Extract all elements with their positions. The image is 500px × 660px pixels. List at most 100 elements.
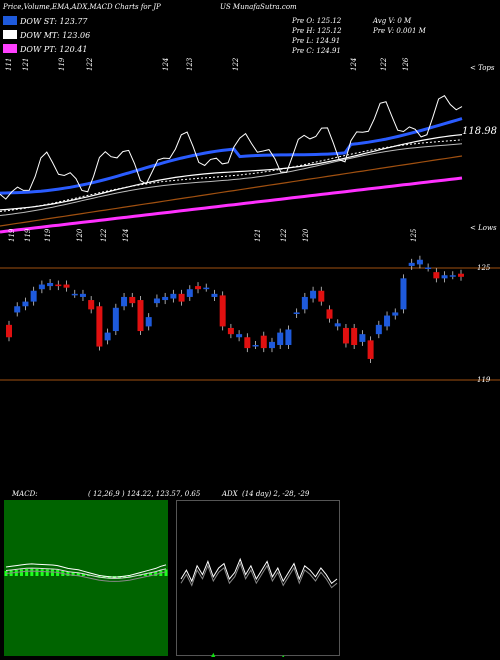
macd-title: MACD: (12, 490, 38, 498)
candle-body (96, 306, 103, 347)
adx-line (180, 557, 338, 585)
candle-body (425, 267, 432, 269)
macd-bar (138, 575, 142, 576)
price-line (0, 95, 463, 200)
candle-body (153, 298, 160, 304)
macd-bar (143, 574, 147, 576)
candle (285, 325, 292, 349)
candle (334, 319, 341, 331)
macd-bar (81, 574, 85, 576)
macd-bar (14, 570, 18, 576)
legend-mt: DOW MT: 123.06 (3, 30, 90, 40)
macd-bar (76, 573, 80, 576)
macd-bar (123, 576, 127, 578)
ema-mt-line-2 (0, 143, 463, 216)
prev-volume: Pre V: 0.001 M (373, 27, 426, 35)
candle-body (400, 278, 407, 310)
tops-label: < Tops (470, 64, 495, 72)
candle (137, 296, 144, 336)
candle (71, 289, 78, 298)
candle-body (203, 287, 210, 290)
candle-body (318, 290, 325, 302)
candle (38, 280, 45, 294)
candle-body (416, 259, 423, 265)
candle-body (227, 327, 234, 335)
ema-pt-line (0, 176, 463, 234)
ema-lt-line (0, 155, 463, 227)
lows-label: < Lows (470, 224, 497, 232)
candle-body (433, 272, 440, 279)
candle (129, 292, 136, 308)
candle (458, 269, 464, 281)
price-118-label: 118.98 (462, 126, 497, 137)
candle (277, 328, 284, 349)
macd-bar (40, 569, 44, 576)
candle (121, 292, 128, 311)
legend-mt-label: DOW MT: 123.06 (20, 31, 91, 40)
macd-line (5, 563, 167, 578)
candle (375, 320, 382, 339)
ema-chart (0, 95, 463, 234)
candle (219, 291, 226, 331)
macd-bar (149, 573, 153, 576)
candle-body (55, 284, 62, 287)
candle (236, 330, 243, 342)
candle-body (6, 324, 12, 338)
candle-body (449, 275, 456, 277)
candle-body (252, 345, 259, 347)
legend-st: DOW ST: 123.77 (3, 16, 88, 26)
legend-pt-label: DOW PT: 120.41 (20, 45, 88, 54)
macd-bar (71, 572, 75, 576)
candle (79, 289, 86, 301)
candle (252, 341, 259, 349)
macd-bar (30, 568, 34, 576)
macd-params: ( 12,26,9 ) 124.22, 123.57, 0.65 (88, 490, 201, 498)
candle (367, 336, 374, 363)
candle (6, 320, 12, 342)
candle (416, 255, 423, 269)
candle-body (219, 295, 226, 327)
macd-bar (102, 576, 106, 578)
candle (145, 313, 152, 331)
avg-volume: Avg V: 0 M (373, 17, 412, 25)
candle (88, 296, 95, 314)
candle-body (334, 323, 341, 327)
candle (55, 280, 62, 291)
adx-chart (180, 557, 338, 657)
adx-line-shadow (180, 561, 338, 589)
macd-bar (56, 570, 60, 576)
ema-mt-line (0, 134, 463, 211)
price-119-label: 119 (477, 376, 491, 384)
candle-body (342, 327, 349, 344)
candle-body (351, 327, 358, 345)
macd-bar (128, 576, 132, 577)
candle (162, 292, 169, 305)
candle-body (384, 315, 391, 327)
candle (14, 302, 21, 317)
macd-bar (154, 572, 158, 576)
candle-body (137, 300, 144, 332)
candle (47, 279, 54, 291)
candle-body (268, 341, 275, 349)
candle-body (367, 340, 374, 359)
candle (441, 271, 448, 283)
candle (63, 280, 70, 292)
candle (30, 286, 37, 306)
macd-signal-line (5, 567, 167, 579)
candle-body (244, 337, 251, 349)
macd-bar (66, 572, 70, 576)
candle-body (129, 296, 136, 304)
ema-st-line (0, 117, 463, 195)
candle-body (178, 293, 185, 302)
candle-body (47, 283, 54, 287)
legend-st-label: DOW ST: 123.77 (20, 17, 88, 26)
candle (326, 305, 333, 323)
candle-body (121, 296, 128, 307)
candle (268, 337, 275, 353)
legend-st-swatch (3, 16, 17, 25)
candle (433, 268, 440, 283)
candle-body (211, 293, 218, 297)
candlestick-chart (0, 255, 500, 381)
chart-title: Price,Volume,EMA,ADX,MACD Charts for JP (3, 3, 161, 11)
candle-body (79, 293, 86, 297)
